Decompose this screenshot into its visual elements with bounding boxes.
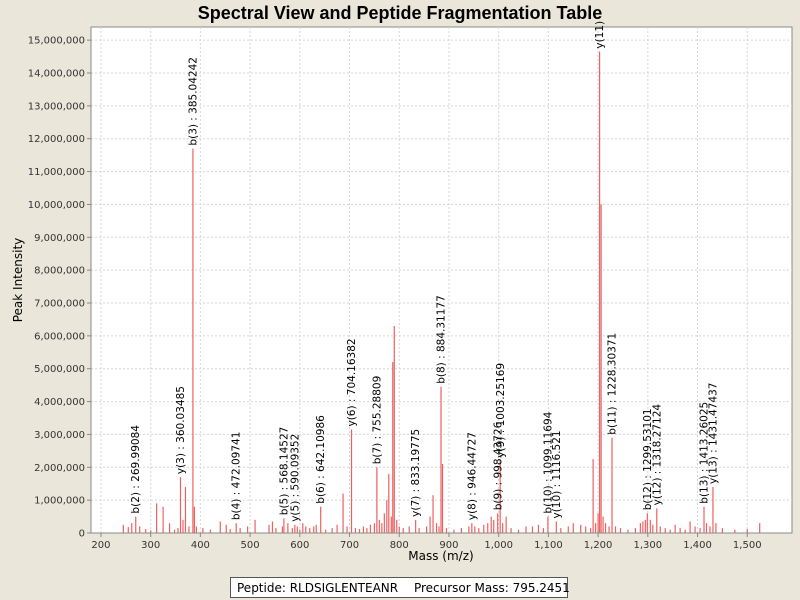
- y-tick-label: 14,000,000: [28, 69, 85, 80]
- y-tick-label: 6,000,000: [34, 331, 85, 342]
- peak-series: [122, 51, 761, 533]
- peak-annotation-label: y(7) : 833.19775: [410, 429, 422, 517]
- x-tick-label: 1,300: [634, 540, 663, 551]
- peak-annotation-label: b(3) : 385.04242: [187, 57, 199, 146]
- x-tick-label: 1,400: [683, 540, 712, 551]
- y-tick-label: 8,000,000: [34, 266, 85, 277]
- x-tick-label: 900: [439, 540, 458, 551]
- y-tick-label: 13,000,000: [28, 101, 85, 112]
- x-tick-label: 800: [390, 540, 409, 551]
- peak-annotation-label: y(8) : 946.44727: [467, 432, 479, 520]
- axes: 200 300 400 500 600 700 800 900 1,000 1,100 1,200 1…: [28, 27, 792, 551]
- y-tick-label: 11,000,000: [28, 167, 85, 178]
- x-tick-label: 200: [91, 540, 110, 551]
- peak-annotation-label: b(12) : 1299.53101: [642, 408, 654, 510]
- peak-annotation-label: y(13) : 1431.47437: [708, 383, 720, 484]
- y-tick-label: 3,000,000: [34, 430, 85, 441]
- peak-annotation-label: b(7) : 755.28809: [372, 376, 384, 465]
- peak-annotation-label: y(9) : 1003.25169: [495, 363, 507, 458]
- peak-annotation-label: b(9) : 998.43726: [492, 421, 504, 510]
- y-tick-label: 0: [79, 529, 85, 540]
- x-tick-label: 700: [340, 540, 359, 551]
- x-tick-label: 1,100: [534, 540, 563, 551]
- x-axis-label: Mass (m/z): [408, 549, 473, 563]
- y-tick-label: 2,000,000: [34, 463, 85, 474]
- peptide-info-box: Peptide: RLDSIGLENTEANR Precursor Mass: …: [230, 577, 570, 598]
- precursor-mass-label: Precursor Mass: 795.2451: [413, 581, 570, 595]
- y-tick-label: 15,000,000: [28, 36, 85, 47]
- peak-annotation-label: b(11) : 1228.30371: [607, 333, 619, 435]
- y-tick-label: 5,000,000: [34, 364, 85, 375]
- chart-title: Spectral View and Peptide Fragmentation …: [197, 3, 603, 23]
- x-tick-label: 1,500: [733, 540, 762, 551]
- peak-annotation-label: y(6) : 704.16382: [346, 338, 358, 426]
- peak-annotation-label: y(12) : 1318.27124: [651, 404, 663, 506]
- x-tick-label: 1,200: [584, 540, 613, 551]
- peak-annotation-label: y(11): [594, 21, 606, 49]
- y-axis-label: Peak Intensity: [11, 238, 25, 323]
- peak-annotation-label: b(13) : 1413.26025: [699, 402, 711, 504]
- y-tick-label: 10,000,000: [28, 200, 85, 211]
- peak-annotations: b(2) : 269.99084 y(3) : 360.03485 b(3) : 3…: [130, 21, 719, 522]
- peak-annotation-label: b(2) : 269.99084: [130, 425, 142, 514]
- peak-annotation-label: b(10) : 1099.11694: [542, 411, 554, 513]
- peak-annotation-label: y(10) : 1116.521: [551, 430, 563, 518]
- x-tick-label: 1,000: [484, 540, 513, 551]
- y-tick-label: 12,000,000: [28, 134, 85, 145]
- x-tick-label: 500: [241, 540, 260, 551]
- x-tick-label: 300: [141, 540, 160, 551]
- y-tick-label: 4,000,000: [34, 397, 85, 408]
- peak-annotation-label: y(5) : 590.09352: [289, 434, 301, 522]
- grid: [91, 27, 792, 534]
- x-tick-label: 400: [191, 540, 210, 551]
- peptide-label: Peptide: RLDSIGLENTEANR: [237, 581, 399, 595]
- peak-annotation-label: y(3) : 360.03485: [175, 386, 187, 474]
- peak-annotation-label: b(5) : 568.14527: [278, 427, 290, 516]
- peak-annotation-label: b(6) : 642.10986: [315, 415, 327, 504]
- x-tick-label: 600: [290, 540, 309, 551]
- peak-annotation-label: b(4) : 472.09741: [231, 432, 243, 521]
- y-tick-label: 9,000,000: [34, 233, 85, 244]
- peak-annotation-label: b(8) : 884.31177: [436, 295, 448, 384]
- y-tick-label: 1,000,000: [34, 496, 85, 507]
- y-tick-label: 7,000,000: [34, 299, 85, 310]
